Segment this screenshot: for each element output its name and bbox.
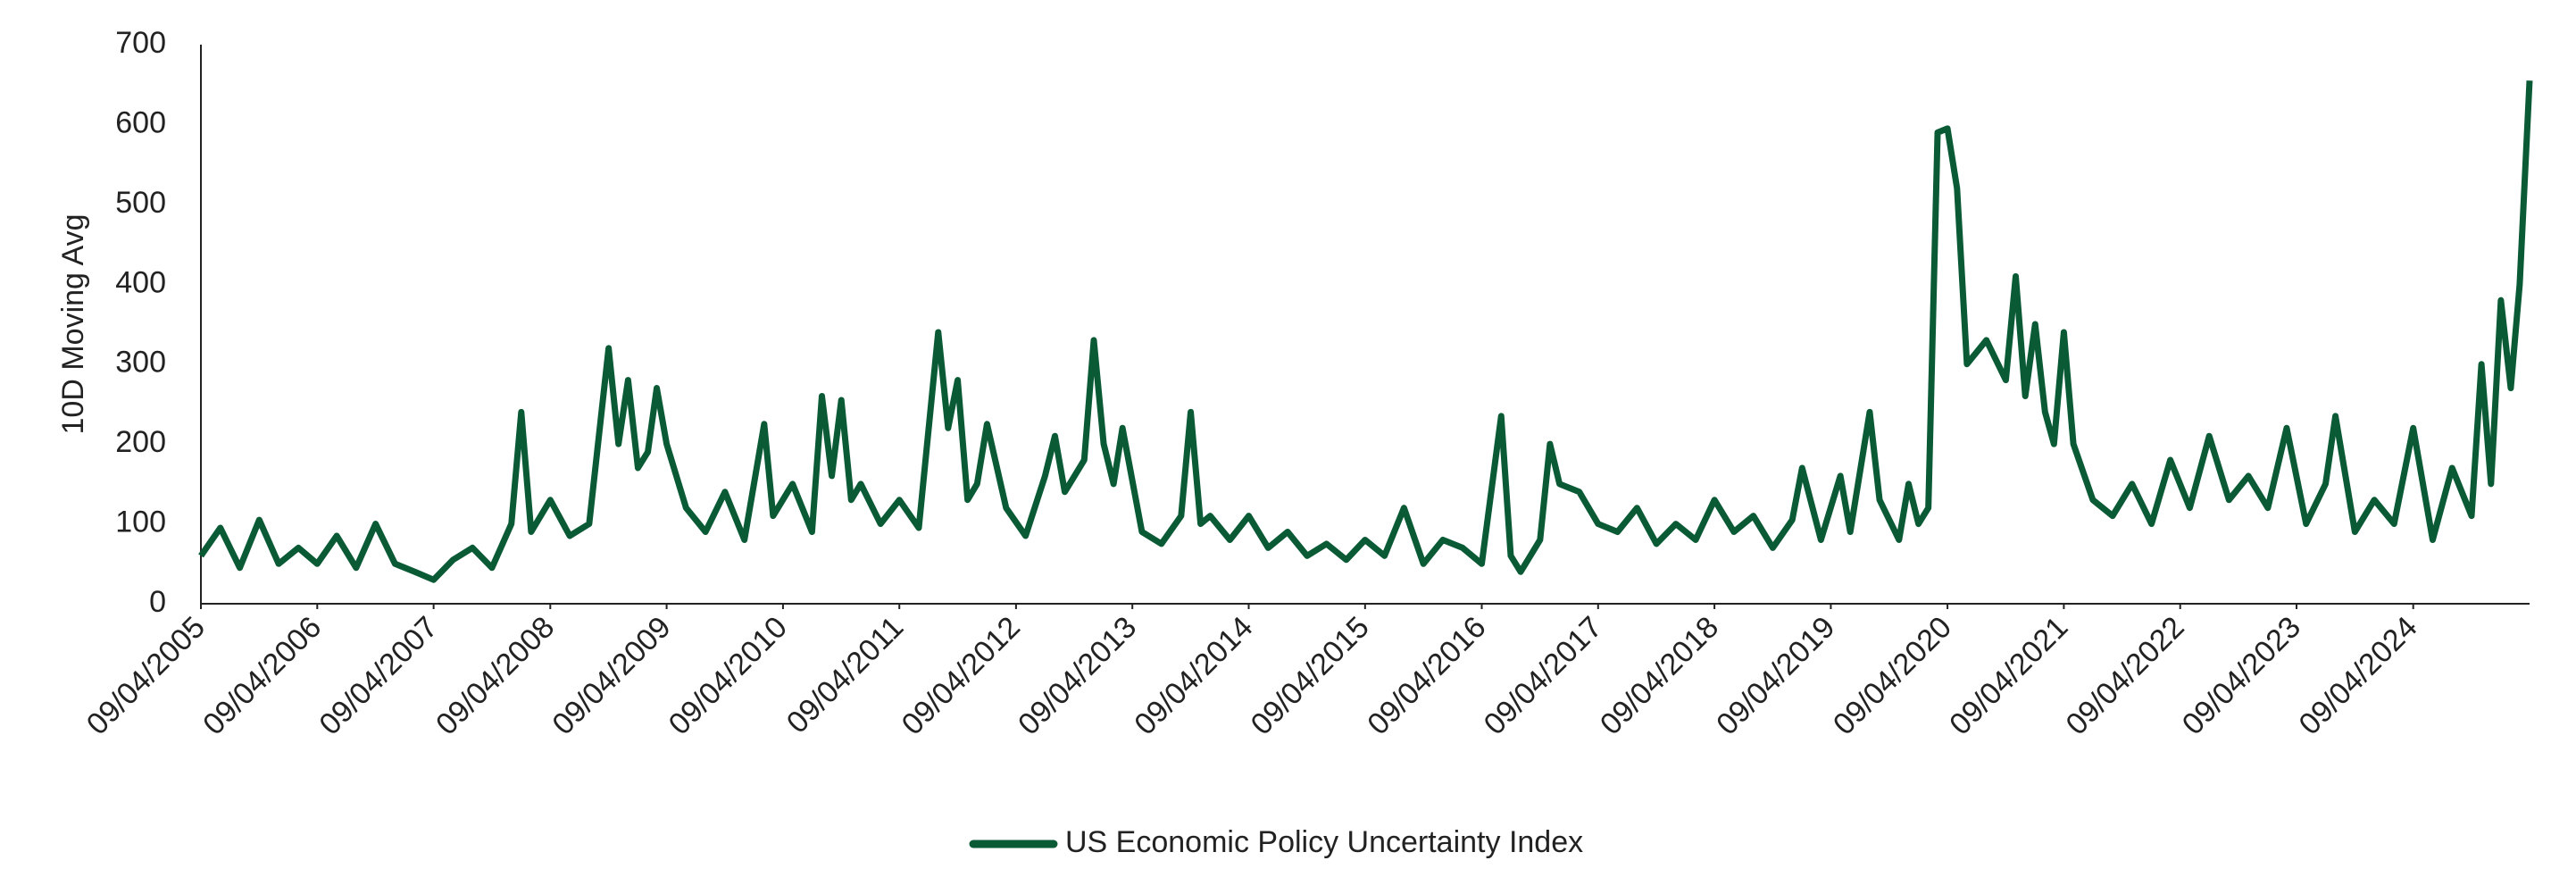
y-tick-label: 200 bbox=[115, 425, 166, 459]
y-tick-label: 600 bbox=[115, 105, 166, 139]
y-tick-label: 0 bbox=[149, 585, 166, 619]
x-tick-label: 09/04/2021 bbox=[1943, 610, 2074, 741]
x-tick-label: 09/04/2005 bbox=[80, 610, 212, 741]
x-tick-label: 09/04/2013 bbox=[1012, 610, 1143, 741]
y-tick-label: 400 bbox=[115, 265, 166, 299]
x-tick-label: 09/04/2007 bbox=[313, 610, 444, 741]
x-tick-label: 09/04/2012 bbox=[896, 610, 1027, 741]
x-tick-label: 09/04/2009 bbox=[546, 610, 677, 741]
x-tick-label: 09/04/2022 bbox=[2060, 610, 2191, 741]
y-tick-label: 500 bbox=[115, 186, 166, 220]
x-tick-label: 09/04/2008 bbox=[429, 610, 561, 741]
x-tick-label: 09/04/2018 bbox=[1594, 610, 1725, 741]
data-line bbox=[198, 80, 2533, 583]
y-tick-label: 700 bbox=[115, 26, 166, 60]
x-tick-label: 09/04/2024 bbox=[2292, 610, 2423, 741]
x-tick-label: 09/04/2023 bbox=[2176, 610, 2307, 741]
y-tick-label: 100 bbox=[115, 505, 166, 539]
y-axis-title: 10D Moving Avg bbox=[56, 214, 90, 435]
y-tick-label: 300 bbox=[115, 346, 166, 380]
x-tick-label: 09/04/2017 bbox=[1478, 610, 1609, 741]
x-tick-label: 09/04/2010 bbox=[663, 610, 794, 741]
x-tick-label: 09/04/2011 bbox=[780, 610, 910, 739]
x-tick-label: 09/04/2014 bbox=[1128, 610, 1259, 741]
x-tick-label: 09/04/2006 bbox=[196, 610, 328, 741]
x-tick-label: 09/04/2019 bbox=[1710, 610, 1841, 741]
legend-label: US Economic Policy Uncertainty Index bbox=[1065, 825, 1583, 859]
x-tick-label: 09/04/2016 bbox=[1361, 610, 1492, 741]
x-tick-label: 09/04/2015 bbox=[1245, 610, 1376, 741]
x-tick-label: 09/04/2020 bbox=[1827, 610, 1958, 741]
